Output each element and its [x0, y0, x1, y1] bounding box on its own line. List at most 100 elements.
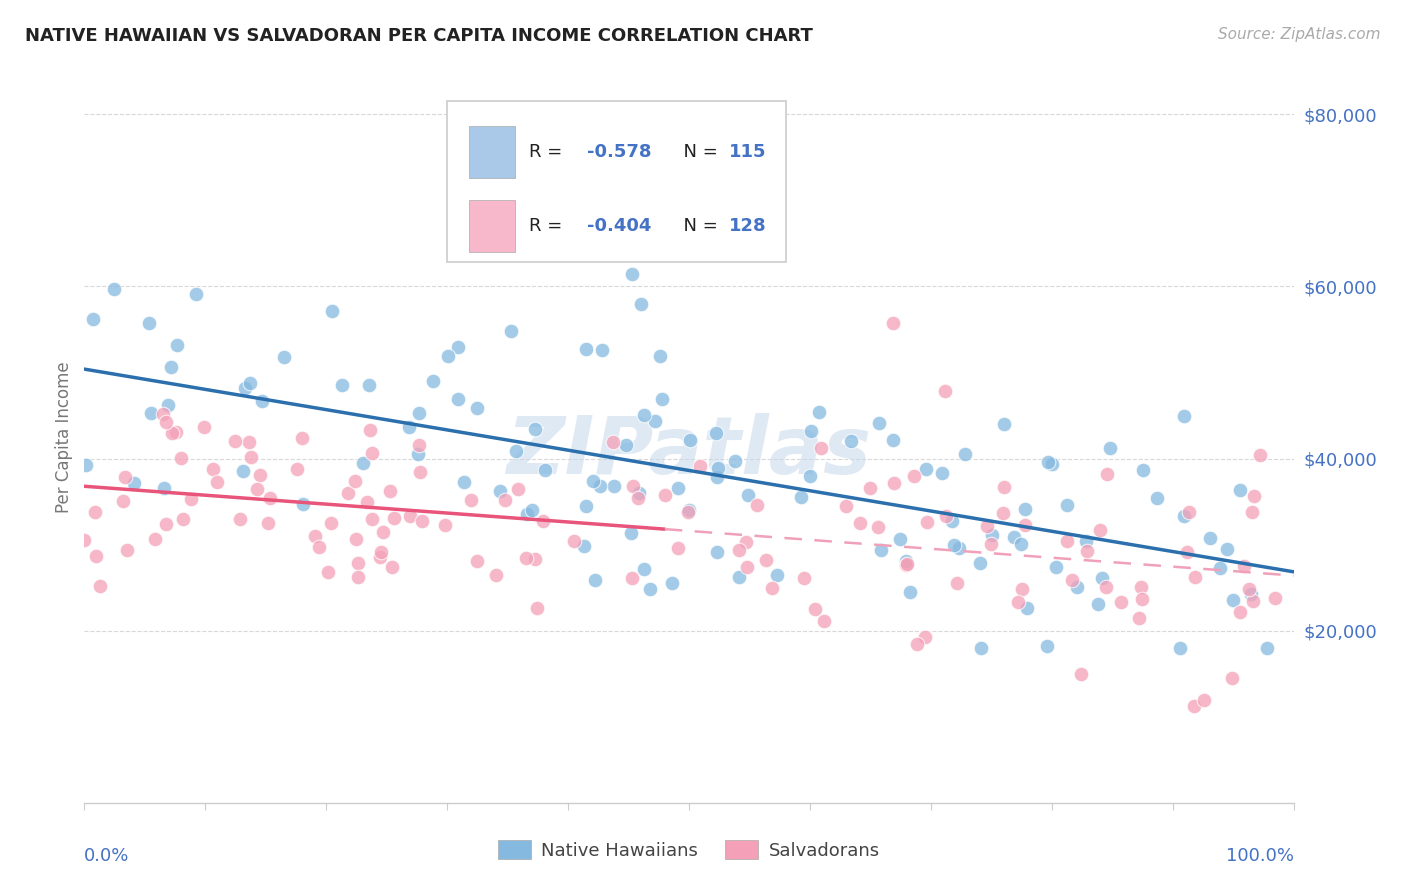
Point — [572, 539, 595, 553]
Point — [170, 451, 193, 466]
Point — [352, 456, 374, 470]
Point — [344, 474, 367, 488]
Text: N =: N = — [672, 143, 724, 161]
Point — [488, 483, 510, 498]
Point — [583, 573, 606, 587]
Point — [398, 420, 420, 434]
Point — [344, 532, 367, 546]
Point — [447, 392, 470, 406]
Point — [1094, 580, 1116, 594]
Point — [1184, 570, 1206, 584]
Point — [630, 296, 652, 310]
Point — [1182, 699, 1205, 714]
Point — [1109, 594, 1132, 608]
Point — [993, 417, 1015, 432]
Point — [534, 462, 557, 476]
Point — [676, 505, 699, 519]
Point — [304, 529, 326, 543]
Point — [1056, 533, 1078, 548]
Point — [1036, 455, 1059, 469]
Point — [678, 502, 700, 516]
Point — [633, 408, 655, 422]
Point — [931, 466, 953, 480]
Point — [1177, 545, 1199, 559]
Text: NATIVE HAWAIIAN VS SALVADORAN PER CAPITA INCOME CORRELATION CHART: NATIVE HAWAIIAN VS SALVADORAN PER CAPITA… — [25, 27, 813, 45]
Point — [761, 581, 783, 595]
Point — [1222, 593, 1244, 607]
Point — [747, 498, 769, 512]
Point — [114, 470, 136, 484]
Point — [935, 508, 957, 523]
Point — [73, 533, 96, 548]
Point — [589, 479, 612, 493]
Point — [368, 550, 391, 565]
Point — [453, 475, 475, 489]
Point — [82, 312, 104, 326]
Point — [1056, 498, 1078, 512]
Point — [1130, 592, 1153, 607]
Point — [905, 637, 928, 651]
Point — [728, 543, 751, 558]
Point — [1099, 441, 1122, 455]
Point — [193, 420, 215, 434]
Point — [408, 438, 430, 452]
Point — [1199, 532, 1222, 546]
Point — [257, 516, 280, 530]
Point — [896, 558, 918, 572]
Legend: Native Hawaiians, Salvadorans: Native Hawaiians, Salvadorans — [491, 832, 887, 867]
Point — [138, 316, 160, 330]
Point — [1066, 581, 1088, 595]
Text: -0.404: -0.404 — [588, 217, 652, 235]
Point — [1129, 580, 1152, 594]
Point — [485, 568, 508, 582]
Point — [316, 565, 339, 579]
Point — [409, 465, 432, 479]
Point — [75, 458, 97, 472]
Point — [679, 433, 702, 447]
Point — [859, 481, 882, 495]
Point — [614, 438, 637, 452]
Point — [1243, 489, 1265, 503]
Point — [1014, 518, 1036, 533]
Point — [1045, 560, 1067, 574]
Point — [621, 571, 644, 585]
Point — [882, 316, 904, 330]
Point — [152, 407, 174, 421]
Point — [252, 394, 274, 409]
Point — [321, 303, 343, 318]
Point — [319, 516, 342, 530]
Point — [157, 398, 180, 412]
Point — [915, 462, 938, 476]
Point — [628, 486, 651, 500]
Point — [706, 545, 728, 559]
Point — [259, 491, 281, 505]
Point — [903, 469, 925, 483]
Text: 128: 128 — [728, 217, 766, 235]
Point — [434, 518, 457, 533]
Point — [381, 559, 404, 574]
Point — [849, 516, 872, 531]
Point — [755, 553, 778, 567]
Point — [501, 324, 523, 338]
Text: R =: R = — [529, 143, 568, 161]
Point — [835, 499, 858, 513]
Point — [143, 532, 166, 546]
Point — [706, 470, 728, 484]
Point — [638, 582, 661, 596]
Point — [122, 475, 145, 490]
Point — [765, 567, 787, 582]
Point — [1007, 595, 1029, 609]
Point — [141, 406, 163, 420]
Point — [155, 415, 177, 429]
Point — [976, 519, 998, 533]
Point — [621, 479, 644, 493]
Point — [526, 601, 548, 615]
Text: 0.0%: 0.0% — [84, 847, 129, 864]
Point — [84, 549, 107, 563]
Point — [224, 434, 246, 448]
Point — [946, 576, 969, 591]
Point — [516, 507, 538, 521]
Point — [953, 447, 976, 461]
Point — [1241, 505, 1264, 519]
Point — [980, 536, 1002, 550]
